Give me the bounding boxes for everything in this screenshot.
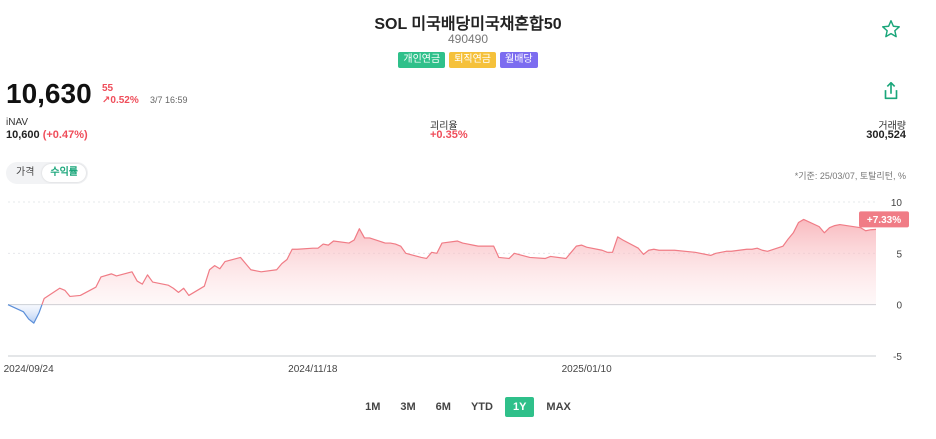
- volume-label: 거래량: [878, 121, 906, 132]
- premium-value: +0.35%: [430, 129, 468, 141]
- badge-personal-pension: 개인연금: [398, 52, 446, 68]
- inav-change: (+0.47%): [42, 129, 88, 141]
- x-tick-label: 2024/09/24: [4, 364, 54, 375]
- positive-return-area: [41, 219, 876, 305]
- share-icon[interactable]: [880, 80, 902, 102]
- fund-code: 490490: [447, 32, 489, 46]
- y-tick-label: 10: [891, 198, 903, 209]
- badge-monthly-dividend: 월배당: [500, 52, 538, 68]
- inav-value: 10,600: [6, 129, 40, 141]
- badge-row: 개인연금 퇴직연금 월배당: [0, 52, 936, 68]
- y-tick-label: -5: [893, 352, 902, 363]
- volume-value: 300,524: [866, 129, 906, 141]
- period-3m[interactable]: 3M: [400, 401, 416, 413]
- current-price: 10,630: [6, 78, 92, 109]
- chart-basis-note: *기준: 25/03/07, 토탈리턴, %: [794, 171, 906, 181]
- return-chart[interactable]: 10 5 0 -5 2024/09/24 2024/11/18 2025/01/10 +7.…: [0, 190, 936, 380]
- period-1y[interactable]: 1Y: [504, 397, 535, 417]
- tab-return[interactable]: 수익률: [42, 164, 87, 182]
- chart-mode-tabs: 가격 수익률: [6, 162, 89, 184]
- y-tick-label: 5: [896, 249, 902, 260]
- inav-label: iNAV: [6, 117, 29, 128]
- negative-return-line: [7, 304, 43, 324]
- premium-label: 괴리율: [430, 121, 458, 132]
- period-ytd[interactable]: YTD: [470, 401, 493, 413]
- period-max[interactable]: MAX: [546, 401, 571, 413]
- badge-retirement-pension: 퇴직연금: [449, 52, 496, 68]
- price-change-amount: 55: [102, 83, 114, 94]
- price-change-percent: ↗0.52%: [102, 95, 139, 106]
- x-tick-label: 2024/11/18: [288, 364, 338, 375]
- negative-return-area: [8, 304, 42, 324]
- period-1m[interactable]: 1M: [365, 401, 381, 413]
- quote-timestamp: 3/7 16:59: [150, 95, 188, 105]
- x-tick-label: 2025/01/10: [562, 364, 612, 375]
- positive-return-line: [41, 218, 877, 305]
- last-value-badge: [859, 211, 909, 228]
- period-6m[interactable]: 6M: [435, 401, 451, 413]
- tab-price[interactable]: 가격: [16, 167, 35, 178]
- star-icon[interactable]: [880, 18, 902, 40]
- inav-value-group: 10,600 (+0.47%): [6, 129, 88, 141]
- y-tick-label: 0: [896, 301, 902, 312]
- last-value-label: +7.33%: [867, 215, 901, 226]
- fund-title: SOL 미국배당미국채혼합50: [374, 16, 562, 33]
- period-selector: 1M 3M 6M YTD 1Y MAX: [0, 397, 936, 417]
